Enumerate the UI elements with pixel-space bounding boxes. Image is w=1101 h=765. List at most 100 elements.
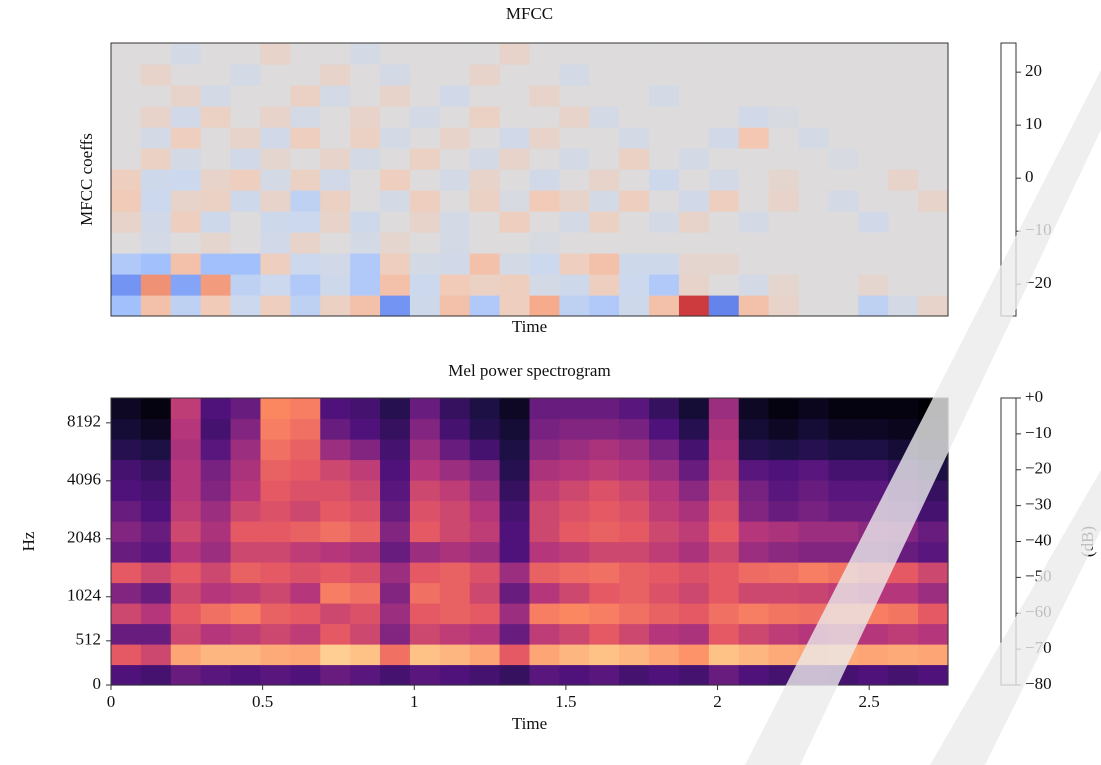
heatmap-cell xyxy=(559,43,590,65)
heatmap-cell xyxy=(738,521,770,543)
heatmap-cell xyxy=(888,232,919,254)
heatmap-cell xyxy=(619,85,650,107)
heatmap-cell xyxy=(111,582,142,604)
heatmap-cell xyxy=(140,232,172,254)
heatmap-cell xyxy=(798,398,830,420)
heatmap-cell xyxy=(529,64,560,86)
heatmap-cell xyxy=(200,232,232,254)
heatmap-cell xyxy=(768,211,800,233)
heatmap-cell xyxy=(589,64,620,86)
heatmap-cell xyxy=(499,64,531,86)
heatmap-cell xyxy=(529,253,560,275)
heatmap-cell xyxy=(768,480,800,502)
heatmap-cell xyxy=(170,64,202,86)
heatmap-cell xyxy=(111,480,142,502)
heatmap-cell xyxy=(380,500,411,522)
heatmap-cell xyxy=(469,500,501,522)
heatmap-cell xyxy=(559,274,590,296)
heatmap-cell xyxy=(589,480,620,502)
heatmap-cell xyxy=(738,603,770,625)
heatmap-cell xyxy=(828,127,859,149)
heatmap-cell xyxy=(828,480,859,502)
heatmap-cell xyxy=(678,500,710,522)
heatmap-cell xyxy=(798,459,830,481)
heatmap-cell xyxy=(200,253,232,275)
heatmap-cell xyxy=(260,64,291,86)
heatmap-cell xyxy=(111,541,142,563)
heatmap-cell xyxy=(828,500,859,522)
heatmap-cell xyxy=(828,418,859,440)
heatmap-cell xyxy=(439,562,471,584)
heatmap-cell xyxy=(111,169,142,191)
heatmap-cell xyxy=(798,106,830,128)
heatmap-cell xyxy=(170,148,202,170)
heatmap-cell xyxy=(260,521,291,543)
heatmap-cell xyxy=(380,43,411,65)
heatmap-cell xyxy=(320,664,351,686)
heatmap-cell xyxy=(200,623,232,645)
heatmap-cell xyxy=(439,85,471,107)
heatmap-cell xyxy=(708,521,740,543)
heatmap-cell xyxy=(708,232,740,254)
heatmap-cell xyxy=(200,85,232,107)
heatmap-cell xyxy=(439,127,471,149)
heatmap-cell xyxy=(409,562,441,584)
heatmap-cell xyxy=(170,541,202,563)
heatmap-cell xyxy=(918,190,949,212)
heatmap-cell xyxy=(619,521,650,543)
heatmap-cell xyxy=(738,127,770,149)
heatmap-cell xyxy=(529,623,560,645)
heatmap-cell xyxy=(918,521,949,543)
heatmap-cell xyxy=(858,459,889,481)
heatmap-cell xyxy=(469,253,501,275)
heatmap-cell xyxy=(469,169,501,191)
heatmap-cell xyxy=(649,664,680,686)
heatmap-cell xyxy=(320,582,351,604)
heatmap-cell xyxy=(499,541,531,563)
heatmap-cell xyxy=(738,562,770,584)
heatmap-cell xyxy=(499,603,531,625)
heatmap-cell xyxy=(380,418,411,440)
heatmap-cell xyxy=(350,603,381,625)
heatmap-cell xyxy=(230,439,262,461)
heatmap-cell xyxy=(708,439,740,461)
heatmap-cell xyxy=(559,295,590,317)
heatmap-cell xyxy=(111,500,142,522)
heatmap-cell xyxy=(499,418,531,440)
heatmap-cell xyxy=(380,274,411,296)
heatmap-cell xyxy=(290,521,321,543)
heatmap-cell xyxy=(619,439,650,461)
heatmap-cell xyxy=(589,85,620,107)
heatmap-cell xyxy=(738,64,770,86)
heatmap-cell xyxy=(290,211,321,233)
heatmap-cell xyxy=(170,562,202,584)
heatmap-cell xyxy=(678,541,710,563)
heatmap-cell xyxy=(290,64,321,86)
heatmap-cell xyxy=(320,603,351,625)
heatmap-cell xyxy=(798,295,830,317)
heatmap-cell xyxy=(439,541,471,563)
heatmap-cell xyxy=(559,480,590,502)
heatmap-cell xyxy=(260,582,291,604)
heatmap-cell xyxy=(738,169,770,191)
heatmap-cell xyxy=(409,64,441,86)
heatmap-cell xyxy=(738,623,770,645)
heatmap-cell xyxy=(260,562,291,584)
heatmap-cell xyxy=(649,253,680,275)
heatmap-cell xyxy=(290,623,321,645)
heatmap-cell xyxy=(290,190,321,212)
heatmap-cell xyxy=(111,274,142,296)
heatmap-cell xyxy=(499,623,531,645)
heatmap-cell xyxy=(768,43,800,65)
heatmap-cell xyxy=(529,274,560,296)
heatmap-cell xyxy=(350,582,381,604)
heatmap-cell xyxy=(469,127,501,149)
heatmap-cell xyxy=(140,500,172,522)
heatmap-cell xyxy=(858,644,889,666)
heatmap-cell xyxy=(499,439,531,461)
colorbar-tick-label: −20 xyxy=(1025,273,1052,292)
heatmap-cell xyxy=(768,106,800,128)
heatmap-cell xyxy=(918,623,949,645)
heatmap-cell xyxy=(619,562,650,584)
heatmap-cell xyxy=(200,106,232,128)
